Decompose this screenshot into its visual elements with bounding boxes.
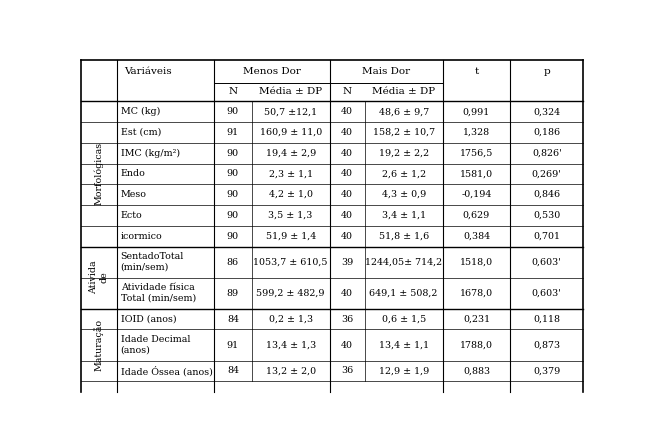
Text: 91: 91 bbox=[227, 340, 239, 350]
Text: 0,231: 0,231 bbox=[463, 315, 490, 324]
Text: -0,194: -0,194 bbox=[461, 190, 492, 199]
Text: 0,186: 0,186 bbox=[533, 128, 561, 137]
Text: Est (cm): Est (cm) bbox=[121, 128, 161, 137]
Text: 0,846: 0,846 bbox=[533, 190, 561, 199]
Text: Endo: Endo bbox=[121, 169, 146, 179]
Text: 2,6 ± 1,2: 2,6 ± 1,2 bbox=[382, 169, 426, 179]
Text: 3,5 ± 1,3: 3,5 ± 1,3 bbox=[268, 211, 313, 220]
Text: 0,269': 0,269' bbox=[532, 169, 562, 179]
Text: 90: 90 bbox=[227, 232, 239, 240]
Text: SentadoTotal
(min/sem): SentadoTotal (min/sem) bbox=[121, 252, 184, 272]
Text: Média ± DP: Média ± DP bbox=[259, 88, 322, 96]
Text: 90: 90 bbox=[227, 211, 239, 220]
Text: Idade Decimal
(anos): Idade Decimal (anos) bbox=[121, 335, 190, 355]
Text: 50,7 ±12,1: 50,7 ±12,1 bbox=[264, 107, 318, 116]
Text: t: t bbox=[474, 67, 479, 76]
Text: 40: 40 bbox=[341, 232, 353, 240]
Text: Menos Dor: Menos Dor bbox=[243, 67, 301, 76]
Text: 90: 90 bbox=[227, 169, 239, 179]
Text: N: N bbox=[228, 88, 237, 96]
Text: Atividade física
Total (min/sem): Atividade física Total (min/sem) bbox=[121, 283, 196, 303]
Text: 84: 84 bbox=[227, 366, 239, 375]
Text: 40: 40 bbox=[341, 289, 353, 297]
Text: 0,384: 0,384 bbox=[463, 232, 490, 240]
Text: 13,4 ± 1,3: 13,4 ± 1,3 bbox=[266, 340, 316, 350]
Text: 90: 90 bbox=[227, 149, 239, 158]
Text: Idade Óssea (anos): Idade Óssea (anos) bbox=[121, 366, 213, 376]
Text: 0,118: 0,118 bbox=[533, 315, 561, 324]
Text: 0,530: 0,530 bbox=[533, 211, 561, 220]
Text: Média ± DP: Média ± DP bbox=[372, 88, 435, 96]
Text: p: p bbox=[544, 67, 550, 76]
Text: MC (kg): MC (kg) bbox=[121, 107, 160, 116]
Text: 39: 39 bbox=[341, 258, 353, 267]
Text: Ecto: Ecto bbox=[121, 211, 143, 220]
Text: 48,6 ± 9,7: 48,6 ± 9,7 bbox=[378, 107, 429, 116]
Text: 0,629: 0,629 bbox=[463, 211, 490, 220]
Text: 36: 36 bbox=[341, 315, 353, 324]
Text: 13,4 ± 1,1: 13,4 ± 1,1 bbox=[378, 340, 429, 350]
Text: N: N bbox=[343, 88, 352, 96]
Text: IOID (anos): IOID (anos) bbox=[121, 315, 176, 324]
Text: 599,2 ± 482,9: 599,2 ± 482,9 bbox=[257, 289, 325, 297]
Text: 89: 89 bbox=[227, 289, 239, 297]
Text: 1,328: 1,328 bbox=[463, 128, 490, 137]
Text: 36: 36 bbox=[341, 366, 353, 375]
Text: 40: 40 bbox=[341, 169, 353, 179]
Text: 91: 91 bbox=[227, 128, 239, 137]
Text: Mais Dor: Mais Dor bbox=[362, 67, 410, 76]
Text: 158,2 ± 10,7: 158,2 ± 10,7 bbox=[373, 128, 435, 137]
Text: IMC (kg/m²): IMC (kg/m²) bbox=[121, 149, 179, 158]
Text: 0,324: 0,324 bbox=[533, 107, 561, 116]
Text: Variáveis: Variáveis bbox=[124, 67, 171, 76]
Text: 12,9 ± 1,9: 12,9 ± 1,9 bbox=[378, 366, 429, 375]
Text: 1788,0: 1788,0 bbox=[460, 340, 493, 350]
Text: 1581,0: 1581,0 bbox=[460, 169, 493, 179]
Text: 649,1 ± 508,2: 649,1 ± 508,2 bbox=[369, 289, 438, 297]
Text: 86: 86 bbox=[227, 258, 239, 267]
Text: Maturação: Maturação bbox=[94, 319, 104, 371]
Text: 90: 90 bbox=[227, 107, 239, 116]
Text: 40: 40 bbox=[341, 149, 353, 158]
Text: 1518,0: 1518,0 bbox=[460, 258, 493, 267]
Text: 0,6 ± 1,5: 0,6 ± 1,5 bbox=[382, 315, 426, 324]
Text: Meso: Meso bbox=[121, 190, 146, 199]
Text: Ativida
de: Ativida de bbox=[89, 261, 109, 294]
Text: 90: 90 bbox=[227, 190, 239, 199]
Text: 19,4 ± 2,9: 19,4 ± 2,9 bbox=[266, 149, 316, 158]
Text: 19,2 ± 2,2: 19,2 ± 2,2 bbox=[378, 149, 429, 158]
Text: 13,2 ± 2,0: 13,2 ± 2,0 bbox=[266, 366, 316, 375]
Text: 0,701: 0,701 bbox=[533, 232, 561, 240]
Text: 0,2 ± 1,3: 0,2 ± 1,3 bbox=[269, 315, 313, 324]
Text: 40: 40 bbox=[341, 128, 353, 137]
Text: 0,603': 0,603' bbox=[532, 258, 562, 267]
Text: 160,9 ± 11,0: 160,9 ± 11,0 bbox=[260, 128, 322, 137]
Text: 0,883: 0,883 bbox=[463, 366, 490, 375]
Text: Morfológicas: Morfológicas bbox=[95, 142, 104, 206]
Text: 1053,7 ± 610,5: 1053,7 ± 610,5 bbox=[253, 258, 328, 267]
Text: 1678,0: 1678,0 bbox=[460, 289, 493, 297]
Text: 4,3 ± 0,9: 4,3 ± 0,9 bbox=[382, 190, 426, 199]
Text: 40: 40 bbox=[341, 190, 353, 199]
Text: 3,4 ± 1,1: 3,4 ± 1,1 bbox=[382, 211, 426, 220]
Text: 51,8 ± 1,6: 51,8 ± 1,6 bbox=[378, 232, 429, 240]
Text: 1756,5: 1756,5 bbox=[460, 149, 493, 158]
Text: 40: 40 bbox=[341, 211, 353, 220]
Text: 0,603': 0,603' bbox=[532, 289, 562, 297]
Text: 4,2 ± 1,0: 4,2 ± 1,0 bbox=[269, 190, 313, 199]
Text: 2,3 ± 1,1: 2,3 ± 1,1 bbox=[269, 169, 313, 179]
Text: 40: 40 bbox=[341, 340, 353, 350]
Text: 84: 84 bbox=[227, 315, 239, 324]
Text: 0,379: 0,379 bbox=[533, 366, 561, 375]
Text: icormico: icormico bbox=[121, 232, 163, 240]
Text: 40: 40 bbox=[341, 107, 353, 116]
Text: 0,991: 0,991 bbox=[463, 107, 490, 116]
Text: 0,873: 0,873 bbox=[533, 340, 561, 350]
Text: 51,9 ± 1,4: 51,9 ± 1,4 bbox=[266, 232, 316, 240]
Text: 0,826': 0,826' bbox=[532, 149, 562, 158]
Text: 1244,05± 714,2: 1244,05± 714,2 bbox=[365, 258, 442, 267]
